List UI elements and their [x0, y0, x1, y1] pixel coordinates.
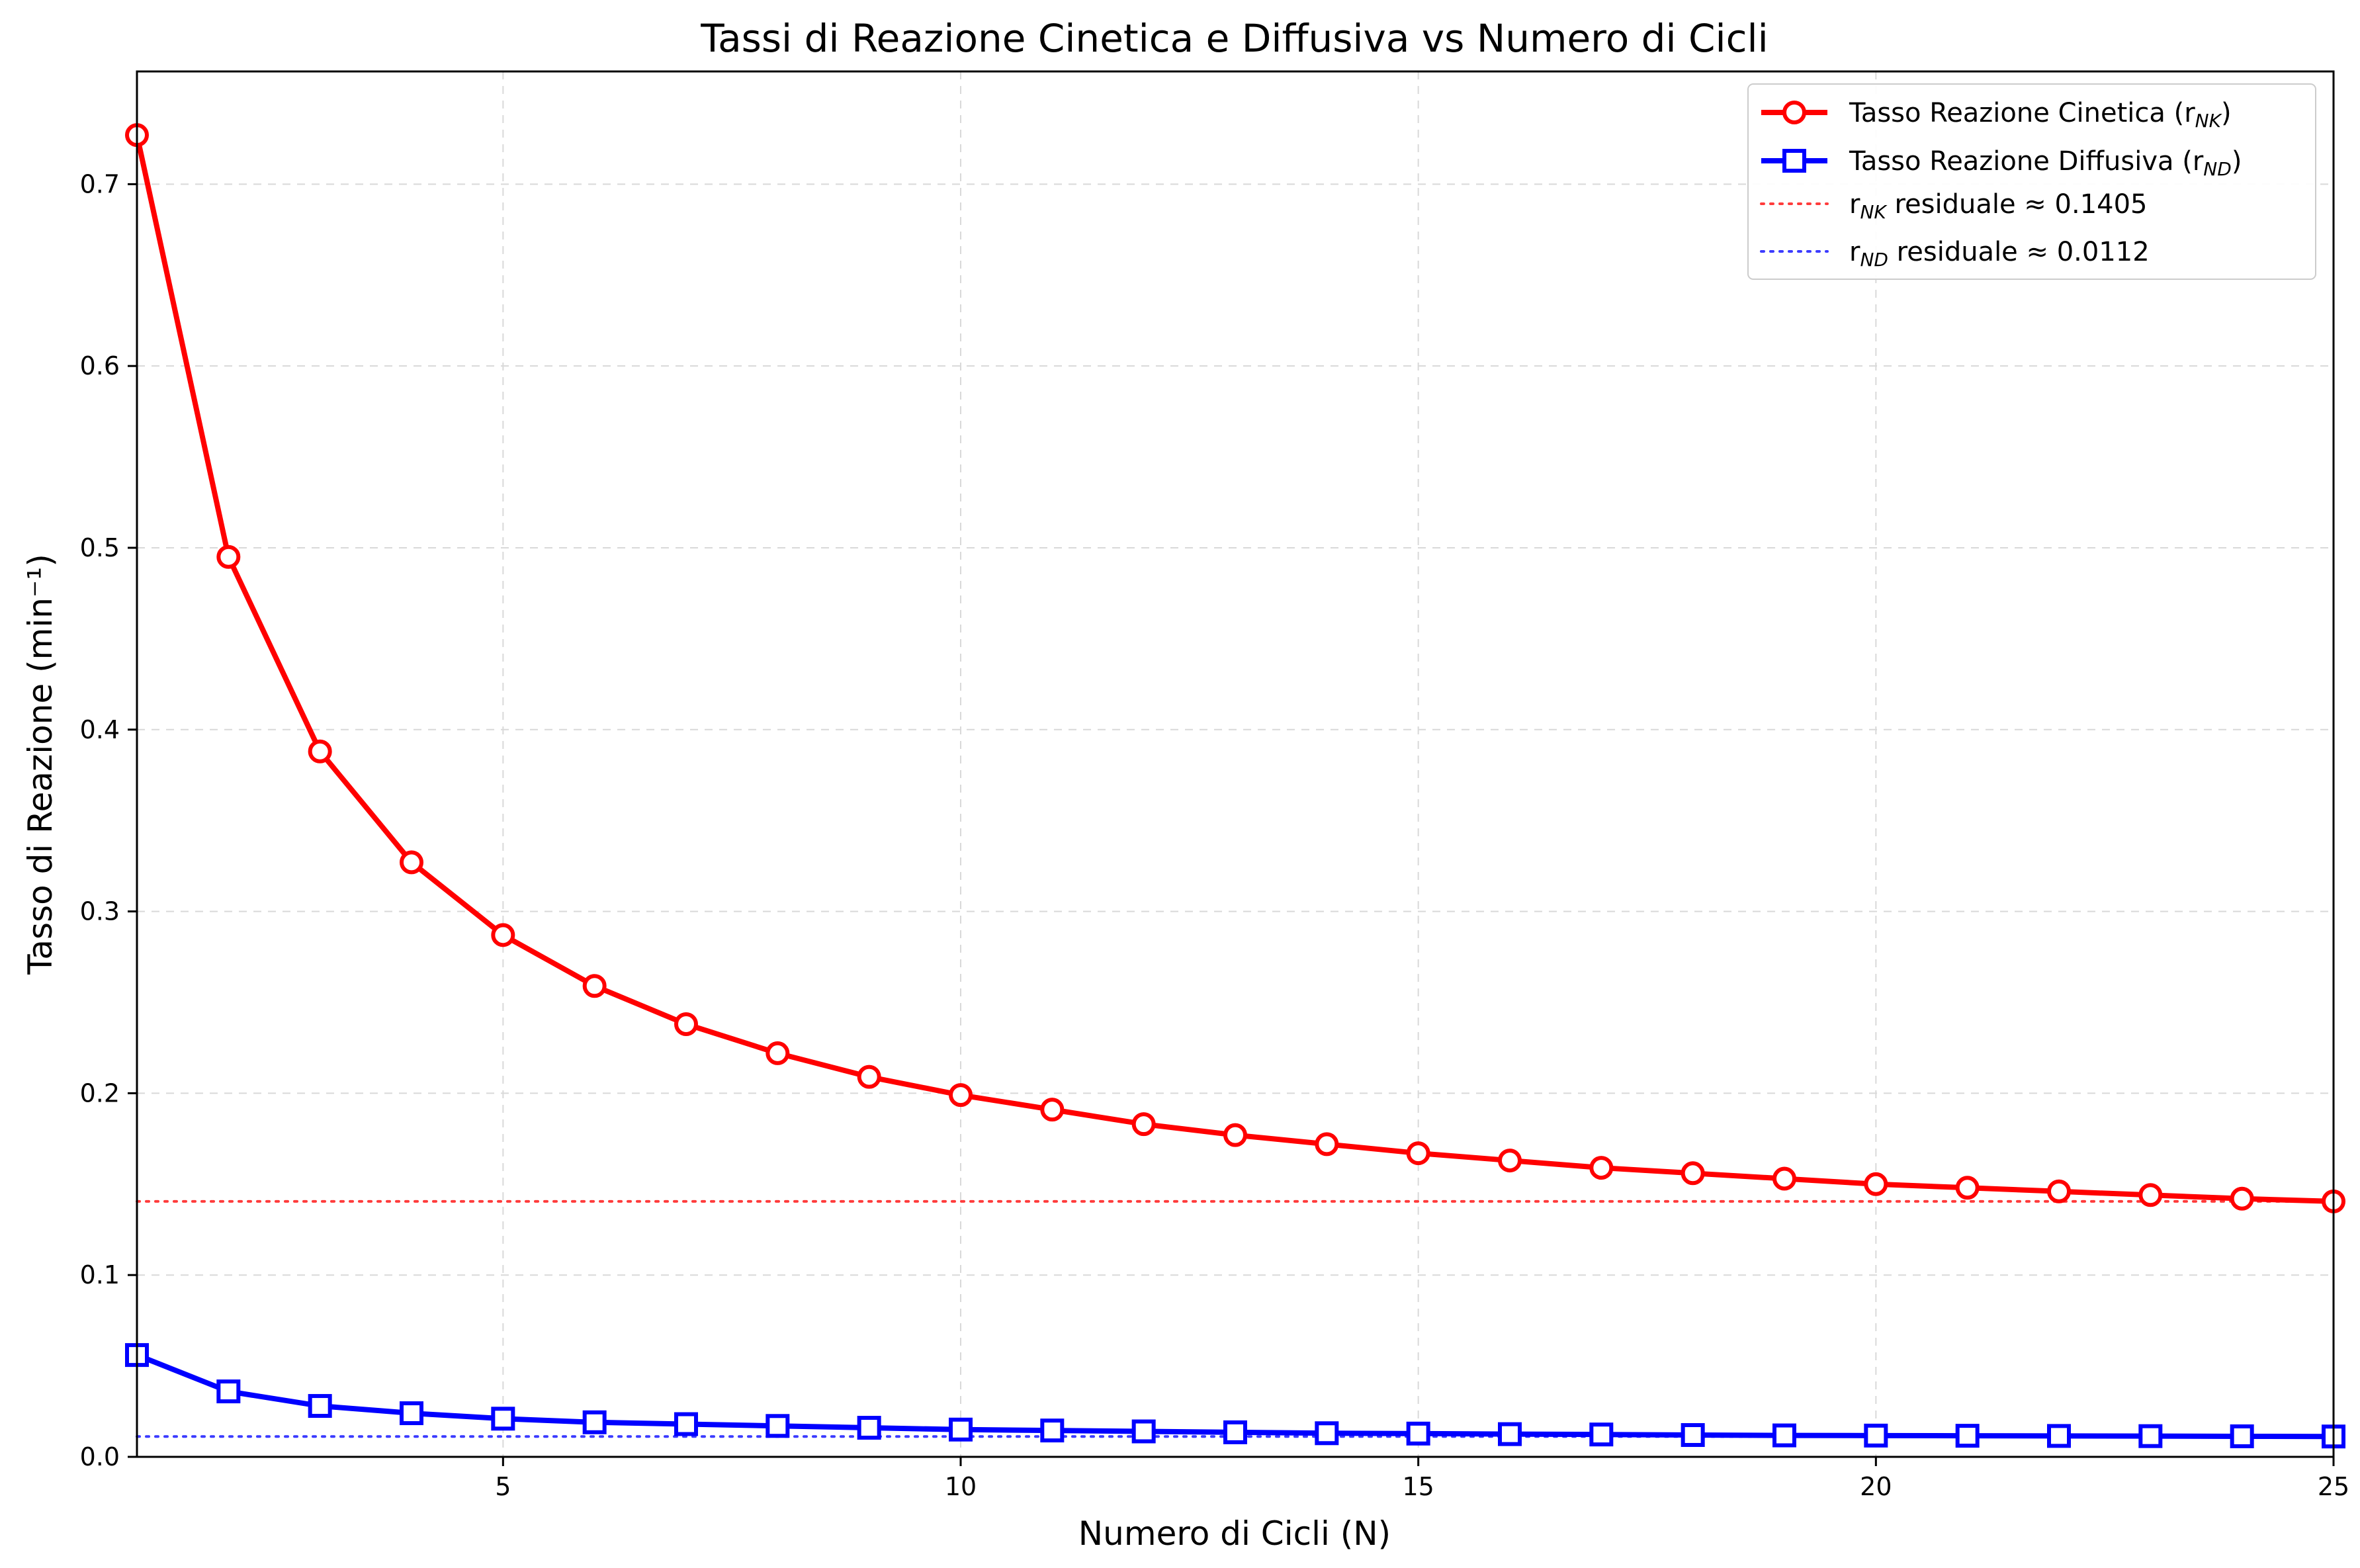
legend-label: Tasso Reazione Diffusiva (rND) — [1849, 146, 2242, 180]
x-tick-label: 25 — [2318, 1472, 2349, 1501]
legend-marker-swatch — [1782, 149, 1806, 173]
data-point — [1681, 1423, 1705, 1448]
data-point — [857, 1416, 881, 1440]
legend-label: rND residuale ≈ 0.0112 — [1849, 237, 2150, 271]
chart-title: Tassi di Reazione Cinetica e Diffusiva v… — [700, 16, 1769, 61]
data-point — [491, 1407, 515, 1431]
data-point — [1406, 1141, 1430, 1166]
data-point — [1223, 1123, 1247, 1147]
series-1 — [125, 123, 2345, 1213]
data-point — [2230, 1424, 2254, 1448]
data-point — [1223, 1420, 1247, 1444]
data-point — [2138, 1424, 2163, 1448]
data-point — [2047, 1179, 2071, 1203]
legend-label: Tasso Reazione Cinetica (rNK) — [1849, 98, 2232, 132]
data-point — [400, 1401, 423, 1426]
y-tick-label: 0.7 — [80, 169, 120, 198]
axis-ticks: 5 10 15 20 25 0.0 0.1 0.2 0.3 0.4 0.5 0.6 0.7 — [80, 169, 2350, 1501]
y-tick-label: 0.0 — [80, 1442, 120, 1471]
legend-entry-1: Tasso Reazione Cinetica (rNK) — [1761, 98, 2232, 132]
data-point — [1955, 1424, 1980, 1448]
data-point — [1315, 1421, 1339, 1446]
data-point — [765, 1041, 790, 1065]
x-tick-label: 10 — [945, 1472, 977, 1501]
data-point — [1864, 1423, 1888, 1448]
data-point — [308, 739, 332, 763]
legend: Tasso Reazione Cinetica (rNK) Tasso Reazi… — [1747, 83, 2316, 280]
x-tick-label: 20 — [1860, 1472, 1892, 1501]
y-tick-label: 0.6 — [80, 351, 120, 380]
data-point — [1681, 1161, 1705, 1186]
series-layer — [125, 123, 2345, 1449]
data-point — [1589, 1422, 1614, 1447]
y-tick-label: 0.3 — [80, 897, 120, 926]
y-tick-label: 0.5 — [80, 533, 120, 562]
data-point — [582, 1410, 607, 1434]
y-tick-label: 0.2 — [80, 1078, 120, 1108]
data-point — [949, 1417, 973, 1442]
legend-entry-3: rNK residuale ≈ 0.1405 — [1760, 189, 2148, 223]
x-axis-label: Numero di Cicli (N) — [1078, 1514, 1391, 1553]
data-point — [857, 1065, 881, 1089]
data-point — [1864, 1172, 1888, 1196]
data-point — [2230, 1186, 2254, 1211]
x-tick-label: 15 — [1402, 1472, 1434, 1501]
legend-box — [1747, 83, 2316, 280]
data-point — [674, 1412, 698, 1436]
data-point — [1589, 1156, 1614, 1180]
data-point — [491, 923, 515, 947]
data-point — [674, 1012, 698, 1036]
legend-marker-swatch — [1782, 101, 1806, 124]
data-point — [1040, 1098, 1065, 1122]
data-point — [949, 1083, 973, 1108]
data-point — [1498, 1149, 1522, 1173]
data-point — [1040, 1418, 1065, 1443]
data-point — [1315, 1132, 1339, 1156]
y-tick-label: 0.4 — [80, 715, 120, 744]
data-point — [216, 1379, 241, 1404]
y-axis-label: Tasso di Reazione (min⁻¹) — [21, 554, 60, 975]
legend-entry-2: Tasso Reazione Diffusiva (rND) — [1761, 146, 2242, 180]
data-point — [2138, 1183, 2163, 1207]
y-tick-label: 0.1 — [80, 1260, 120, 1289]
data-point — [2047, 1424, 2071, 1448]
data-point — [582, 974, 607, 998]
data-point — [216, 544, 241, 569]
data-point — [400, 850, 423, 875]
data-point — [1772, 1423, 1796, 1448]
series-2 — [125, 1343, 2345, 1449]
data-point — [765, 1414, 790, 1438]
data-point — [308, 1394, 332, 1418]
legend-label: rNK residuale ≈ 0.1405 — [1849, 189, 2148, 223]
legend-entry-4: rND residuale ≈ 0.0112 — [1760, 237, 2150, 271]
data-point — [1772, 1166, 1796, 1191]
x-tick-label: 5 — [495, 1472, 511, 1501]
data-point — [1131, 1112, 1156, 1137]
data-point — [1131, 1419, 1156, 1444]
data-point — [1406, 1421, 1430, 1446]
plot-frame — [136, 70, 2335, 1458]
data-point — [1955, 1176, 1980, 1200]
data-point — [1498, 1422, 1522, 1446]
